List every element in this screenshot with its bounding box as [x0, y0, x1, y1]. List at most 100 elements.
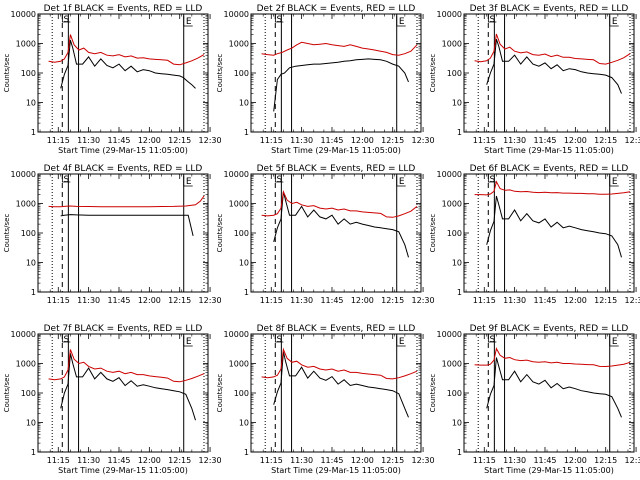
plot-frame	[37, 333, 209, 453]
end-flag-marker	[183, 16, 193, 27]
series-line-events	[486, 195, 622, 258]
x-tick-label: 11:30	[503, 456, 526, 465]
x-tick-label: 12:00	[351, 456, 374, 465]
chart-title: Det 1f BLACK = Events, RED = LLD	[44, 4, 203, 14]
y-tick-label: 10000	[224, 10, 249, 19]
series-line-lld	[261, 41, 418, 56]
series-line-lld	[48, 34, 205, 66]
y-axis-label: Counts/sec	[3, 54, 11, 93]
x-tick-label: 12:30	[412, 456, 435, 465]
series-line-events	[273, 58, 409, 112]
y-axis-label: Counts/sec	[429, 54, 437, 93]
x-tick-label: 11:30	[77, 456, 100, 465]
y-tick-label: 1000	[16, 360, 36, 369]
y-tick-label: 10	[452, 99, 462, 108]
flag-marker	[487, 174, 497, 183]
end-flag-label: E	[399, 337, 405, 347]
flag-label: S	[489, 335, 495, 345]
x-tick-label: 12:15	[381, 136, 404, 145]
y-tick-label: 100	[234, 69, 249, 78]
x-tick-label: 12:00	[351, 136, 374, 145]
x-axis-label: Start Time (29-Mar-15 11:05:00)	[484, 466, 614, 475]
y-tick-label: 1000	[229, 360, 249, 369]
x-tick-label: 12:30	[199, 456, 222, 465]
end-flag-marker	[396, 336, 406, 347]
flag-marker	[274, 334, 284, 343]
chart-panel-6: Det 6f BLACK = Events, RED = LLD Counts/s…	[429, 164, 640, 305]
y-tick-label: 1000	[442, 40, 462, 49]
x-tick-label: 12:00	[564, 136, 587, 145]
series-line-lld	[474, 347, 631, 368]
flag-label: S	[63, 335, 69, 345]
flag-label: S	[63, 175, 69, 185]
y-tick-label: 1	[457, 128, 462, 137]
x-tick-label: 12:30	[199, 136, 222, 145]
x-tick-label: 11:45	[533, 136, 556, 145]
y-tick-label: 1	[244, 448, 249, 457]
end-flag-marker	[609, 176, 619, 187]
plot-frame	[250, 173, 422, 293]
y-tick-label: 1000	[229, 200, 249, 209]
x-tick-label: 11:15	[473, 456, 496, 465]
x-tick-label: 12:00	[138, 136, 161, 145]
plot-frame	[250, 333, 422, 453]
x-tick-label: 11:15	[260, 136, 283, 145]
x-tick-label: 12:15	[594, 296, 617, 305]
x-tick-label: 12:15	[168, 136, 191, 145]
x-tick-label: 12:15	[594, 456, 617, 465]
y-tick-label: 1	[31, 128, 36, 137]
y-tick-label: 100	[21, 69, 36, 78]
series-line-events	[60, 353, 196, 421]
flag-marker	[274, 14, 284, 23]
x-tick-label: 12:30	[625, 456, 640, 465]
y-tick-label: 100	[447, 229, 462, 238]
y-axis-label: Counts/sec	[429, 214, 437, 253]
flag-label: S	[276, 335, 282, 345]
series-line-events	[273, 351, 409, 418]
x-tick-label: 12:00	[564, 456, 587, 465]
flag-label: S	[276, 175, 282, 185]
y-axis-label: Counts/sec	[216, 214, 224, 253]
end-flag-label: E	[612, 17, 618, 27]
x-tick-label: 12:30	[412, 136, 435, 145]
plot-frame	[37, 13, 209, 133]
chart-title: Det 4f BLACK = Events, RED = LLD	[44, 164, 203, 174]
y-tick-label: 100	[234, 389, 249, 398]
x-axis-label: Start Time (29-Mar-15 11:05:00)	[58, 466, 188, 475]
flag-label: S	[276, 15, 282, 25]
series-line-events	[60, 214, 194, 237]
end-flag-marker	[609, 16, 619, 27]
y-tick-label: 1	[244, 288, 249, 297]
series-line-lld	[48, 349, 205, 383]
chart-title: Det 3f BLACK = Events, RED = LLD	[470, 4, 629, 14]
plot-frame	[37, 173, 209, 293]
y-tick-label: 100	[447, 69, 462, 78]
x-tick-label: 11:30	[503, 136, 526, 145]
flag-label: S	[63, 15, 69, 25]
end-flag-marker	[609, 336, 619, 347]
chart-title: Det 6f BLACK = Events, RED = LLD	[470, 164, 629, 174]
chart-panel-3: Det 3f BLACK = Events, RED = LLD Counts/s…	[429, 4, 640, 155]
x-tick-label: 11:15	[47, 456, 70, 465]
x-tick-label: 12:30	[199, 296, 222, 305]
x-tick-label: 11:30	[290, 136, 313, 145]
x-tick-label: 11:15	[473, 136, 496, 145]
series-line-lld	[474, 33, 631, 65]
flag-label: S	[489, 15, 495, 25]
end-flag-label: E	[612, 337, 618, 347]
x-tick-label: 12:15	[168, 296, 191, 305]
x-tick-label: 12:15	[594, 136, 617, 145]
y-tick-label: 10000	[224, 330, 249, 339]
y-tick-label: 10	[452, 259, 462, 268]
end-flag-label: E	[186, 17, 192, 27]
chart-panel-4: Det 4f BLACK = Events, RED = LLD Counts/s…	[3, 164, 222, 305]
chart-panel-9: Det 9f BLACK = Events, RED = LLD Counts/s…	[429, 324, 640, 475]
x-axis-label: Start Time (29-Mar-15 11:05:00)	[271, 146, 401, 155]
y-tick-label: 10	[239, 259, 249, 268]
y-axis-label: Counts/sec	[429, 374, 437, 413]
x-tick-label: 12:00	[138, 296, 161, 305]
y-tick-label: 10000	[11, 10, 36, 19]
series-line-events	[486, 39, 622, 94]
end-flag-marker	[396, 176, 406, 187]
series-line-events	[273, 191, 409, 258]
